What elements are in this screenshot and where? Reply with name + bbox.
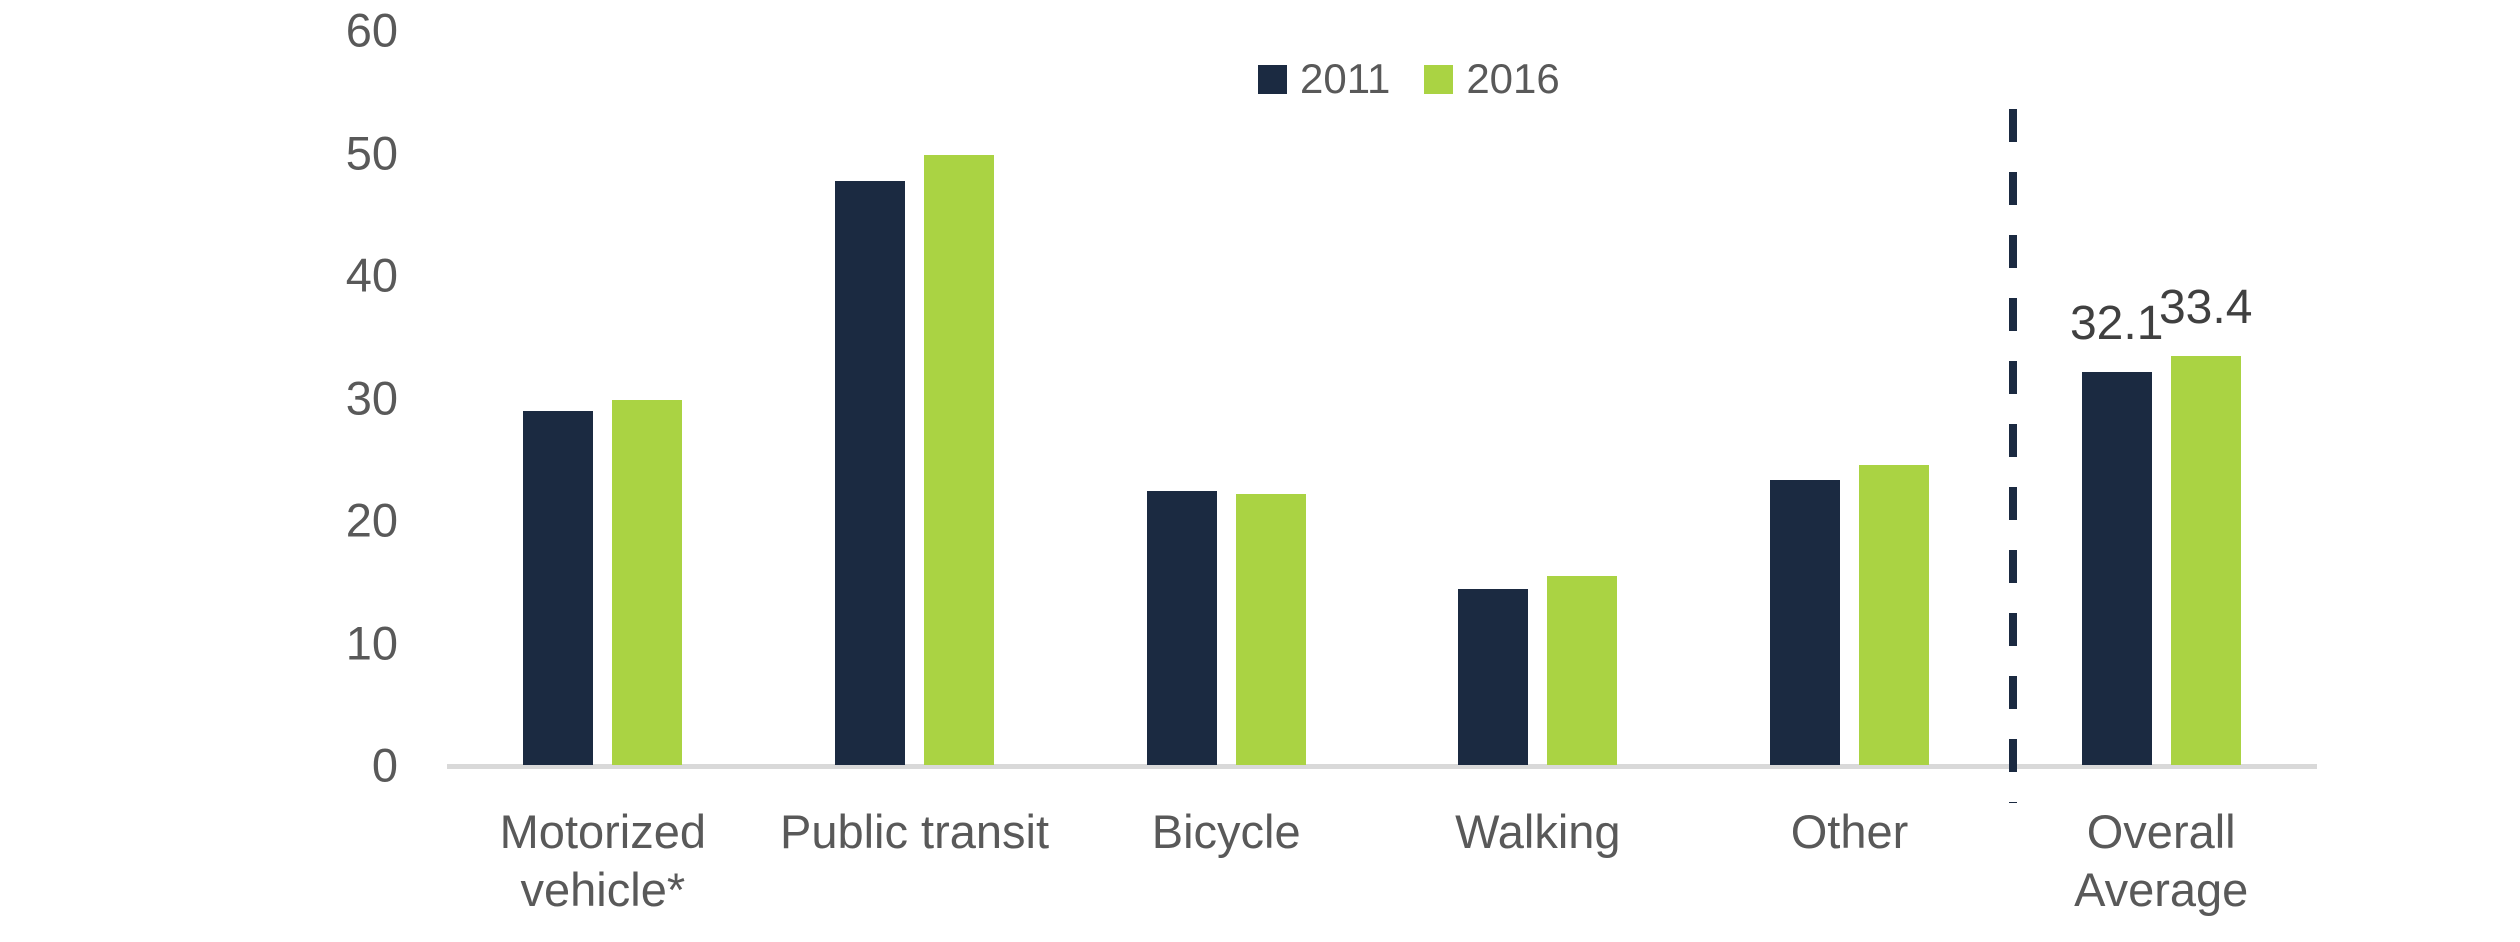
bar-2016-category-1 bbox=[924, 154, 994, 765]
bar-2011-category-0 bbox=[523, 410, 594, 765]
chart-legend: 2011 2016 bbox=[1258, 58, 1560, 100]
y-axis-tick-label-30: 30 bbox=[345, 371, 398, 424]
legend-label-2011: 2011 bbox=[1300, 55, 1391, 102]
x-axis-label-3: Walking bbox=[1455, 805, 1621, 858]
bar-2011-category-2 bbox=[1146, 490, 1217, 765]
bar-group-3 bbox=[1382, 30, 1694, 765]
bar-2011-category-3 bbox=[1458, 588, 1529, 765]
bar-2016-category-0 bbox=[612, 399, 683, 765]
bar-group-5: 32.1 33.4 bbox=[2005, 30, 2317, 765]
bar-2016-category-5: 33.4 bbox=[2159, 283, 2252, 765]
y-axis-tick-label-40: 40 bbox=[345, 248, 398, 302]
y-axis-tick-label-20: 20 bbox=[345, 493, 398, 547]
plot-area: 32.1 33.4 bbox=[447, 30, 2317, 769]
y-axis: 0 10 20 30 40 50 60 bbox=[0, 0, 398, 942]
bar-2011-category-1 bbox=[835, 180, 905, 765]
legend-label-2016: 2016 bbox=[1466, 55, 1560, 102]
data-label-2011: 32.1 bbox=[2069, 296, 2164, 350]
bar-group-1 bbox=[759, 30, 1071, 765]
bar-2016-category-3 bbox=[1547, 576, 1618, 765]
bar-2016-category-2 bbox=[1235, 494, 1306, 765]
x-axis-label-0: Motorized vehicle* bbox=[499, 805, 707, 916]
x-axis-label-1: Public transit bbox=[779, 805, 1050, 858]
bar-group-4 bbox=[1694, 30, 2006, 765]
x-axis-label-5: Overall Average bbox=[2074, 805, 2249, 916]
legend-swatch-2016 bbox=[1424, 64, 1454, 94]
legend-item-2011: 2011 bbox=[1258, 58, 1390, 100]
y-axis-tick-label-60: 60 bbox=[345, 3, 398, 57]
y-axis-tick-label-0: 0 bbox=[371, 738, 398, 792]
bar-2011-category-4 bbox=[1770, 479, 1841, 765]
y-axis-tick-label-10: 10 bbox=[345, 616, 398, 669]
x-axis-label-4: Other bbox=[1790, 805, 1909, 858]
x-axis-labels: Motorized vehicle* Public transit Bicycle W… bbox=[447, 803, 2317, 919]
dashed-divider-line bbox=[2009, 109, 2017, 803]
bar-group-0 bbox=[447, 30, 759, 765]
bar-2011-category-5: 32.1 bbox=[2070, 299, 2163, 765]
legend-item-2016: 2016 bbox=[1424, 55, 1560, 102]
data-label-2016: 33.4 bbox=[2158, 280, 2253, 334]
x-axis-line bbox=[447, 764, 2317, 769]
x-axis-label-2: Bicycle bbox=[1151, 805, 1301, 858]
bar-group-2 bbox=[1070, 30, 1382, 765]
y-axis-tick-label-50: 50 bbox=[345, 126, 398, 179]
legend-swatch-2011 bbox=[1258, 64, 1287, 94]
bar-2016-category-4 bbox=[1859, 464, 1930, 765]
